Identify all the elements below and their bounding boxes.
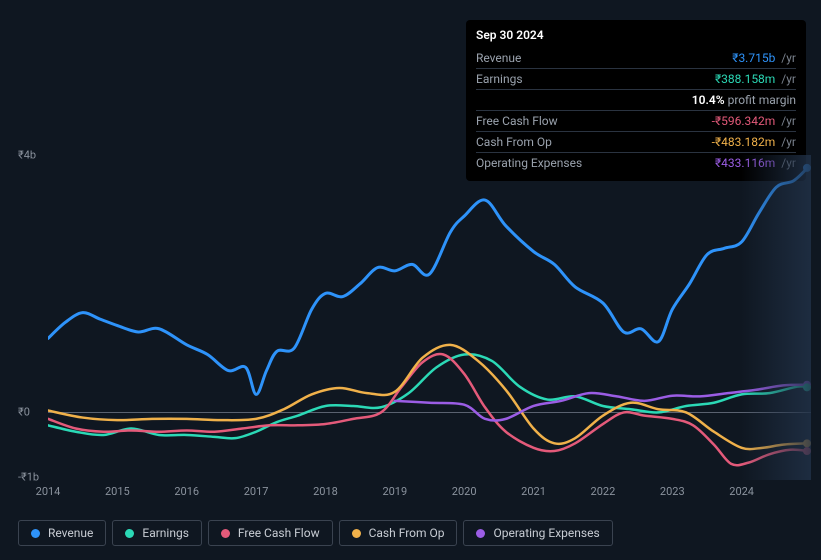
legend-label: Revenue: [48, 526, 93, 540]
legend-label: Cash From Op: [369, 526, 445, 540]
plot-area[interactable]: [48, 155, 811, 480]
legend-item[interactable]: Free Cash Flow: [208, 520, 333, 546]
tooltip-row-value: ₹388.158m /yr: [715, 72, 796, 86]
tooltip-row: Free Cash Flow -₹596.342m /yr: [476, 110, 796, 131]
y-tick: ₹0: [18, 406, 30, 419]
x-axis: 2014201520162017201820192020202120222023…: [48, 485, 811, 501]
tooltip-row-label: Cash From Op: [476, 135, 552, 149]
tooltip-row: 10.4% profit margin: [476, 89, 796, 110]
legend-item[interactable]: Revenue: [18, 520, 106, 546]
tooltip-row: Revenue ₹3.715b /yr: [476, 48, 796, 68]
tooltip-row: Cash From Op -₹483.182m /yr: [476, 131, 796, 152]
series-fill: [48, 354, 808, 465]
series-end-marker: [803, 439, 811, 447]
x-tick: 2023: [660, 485, 685, 498]
x-tick: 2017: [244, 485, 269, 498]
series-end-marker: [803, 383, 811, 391]
x-tick: 2021: [521, 485, 546, 498]
legend-dot-icon: [221, 529, 230, 538]
legend-label: Operating Expenses: [493, 526, 599, 540]
y-axis: ₹4b₹0-₹1b: [18, 155, 48, 480]
x-tick: 2020: [452, 485, 477, 498]
x-tick: 2016: [174, 485, 199, 498]
tooltip-row-label: Revenue: [476, 51, 521, 65]
y-tick: ₹4b: [18, 149, 36, 162]
tooltip-row-value: ₹3.715b /yr: [732, 51, 796, 65]
chart-svg: [48, 155, 811, 480]
chart: ₹4b₹0-₹1b: [18, 155, 811, 480]
x-tick: 2015: [105, 485, 130, 498]
series-line: [395, 385, 808, 421]
tooltip-row-label: Earnings: [476, 72, 523, 86]
legend-label: Free Cash Flow: [238, 526, 320, 540]
tooltip-row-value: 10.4% profit margin: [692, 93, 796, 107]
legend-item[interactable]: Earnings: [112, 520, 202, 546]
legend: Revenue Earnings Free Cash Flow Cash From O…: [18, 520, 613, 546]
tooltip-row-label: Free Cash Flow: [476, 114, 558, 128]
x-tick: 2024: [729, 485, 754, 498]
x-tick: 2018: [313, 485, 338, 498]
legend-dot-icon: [476, 529, 485, 538]
series-line: [48, 354, 808, 465]
legend-dot-icon: [125, 529, 134, 538]
tooltip-row-value: -₹483.182m /yr: [712, 135, 796, 149]
tooltip-row-value: -₹596.342m /yr: [712, 114, 796, 128]
legend-dot-icon: [31, 529, 40, 538]
x-tick: 2019: [382, 485, 407, 498]
series-line: [48, 168, 808, 395]
legend-item[interactable]: Cash From Op: [339, 520, 458, 546]
series-end-marker: [803, 164, 811, 172]
series-end-marker: [803, 447, 811, 455]
y-tick: -₹1b: [18, 470, 39, 483]
x-tick: 2014: [36, 485, 61, 498]
legend-label: Earnings: [142, 526, 189, 540]
tooltip-row: Earnings ₹388.158m /yr: [476, 68, 796, 89]
x-tick: 2022: [591, 485, 616, 498]
legend-item[interactable]: Operating Expenses: [463, 520, 612, 546]
legend-dot-icon: [352, 529, 361, 538]
tooltip-date: Sep 30 2024: [476, 28, 796, 42]
